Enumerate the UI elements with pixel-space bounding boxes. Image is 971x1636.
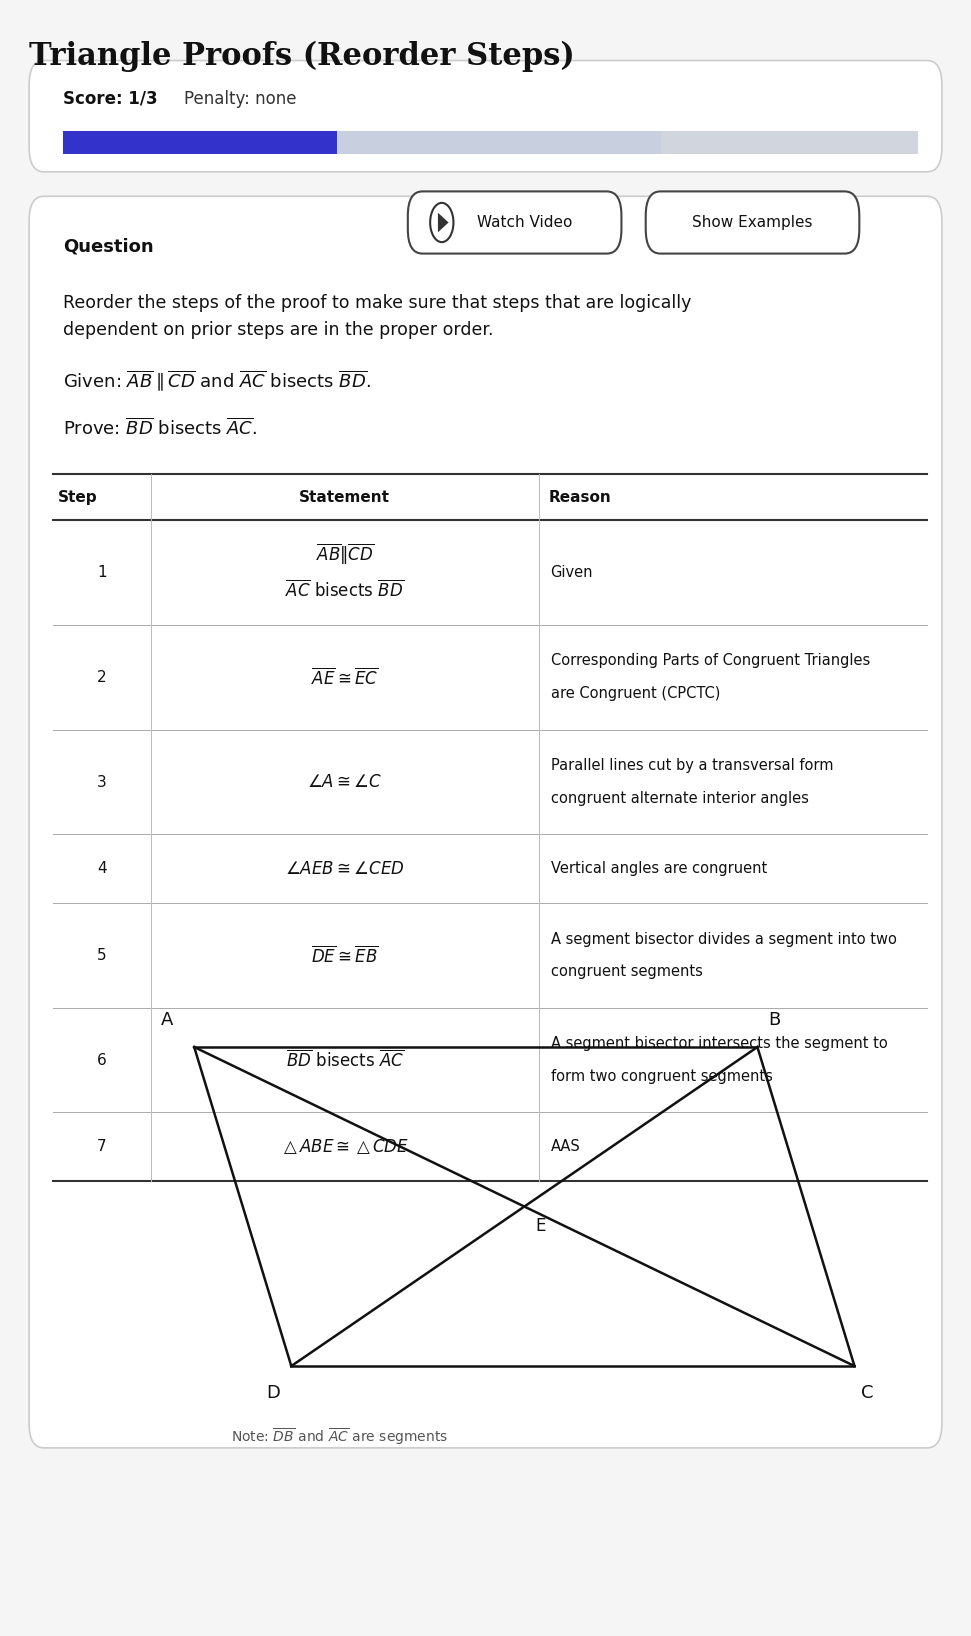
Text: Watch Video: Watch Video — [477, 214, 572, 231]
FancyBboxPatch shape — [29, 196, 942, 1448]
Text: form two congruent segments: form two congruent segments — [551, 1068, 773, 1085]
Text: $\angle AEB \cong \angle CED$: $\angle AEB \cong \angle CED$ — [285, 859, 405, 879]
Bar — [337, 131, 661, 154]
Text: $\triangle ABE \cong \triangle CDE$: $\triangle ABE \cong \triangle CDE$ — [281, 1137, 409, 1157]
FancyBboxPatch shape — [646, 191, 859, 254]
Text: Given: $\overline{AB} \parallel \overline{CD}$ and $\overline{AC}$ bisects $\ove: Given: $\overline{AB} \parallel \overlin… — [63, 368, 371, 393]
FancyBboxPatch shape — [408, 191, 621, 254]
Text: D: D — [267, 1384, 281, 1402]
Text: $\overline{AE} \cong \overline{EC}$: $\overline{AE} \cong \overline{EC}$ — [311, 667, 379, 687]
Polygon shape — [438, 213, 449, 232]
Text: Prove: $\overline{BD}$ bisects $\overline{AC}$.: Prove: $\overline{BD}$ bisects $\overlin… — [63, 417, 257, 438]
Text: Given: Given — [551, 564, 593, 581]
Text: $\overline{DE} \cong \overline{EB}$: $\overline{DE} \cong \overline{EB}$ — [311, 946, 379, 965]
Text: B: B — [768, 1011, 781, 1029]
Text: 2: 2 — [97, 669, 107, 685]
Text: Triangle Proofs (Reorder Steps): Triangle Proofs (Reorder Steps) — [29, 41, 575, 72]
Text: Show Examples: Show Examples — [692, 214, 813, 231]
Bar — [63, 131, 337, 154]
Text: 6: 6 — [97, 1052, 107, 1068]
Text: 1: 1 — [97, 564, 107, 581]
Text: Penalty: none: Penalty: none — [184, 90, 297, 108]
Text: C: C — [861, 1384, 873, 1402]
Text: Step: Step — [58, 489, 98, 506]
Text: Vertical angles are congruent: Vertical angles are congruent — [551, 861, 767, 877]
Text: $\angle A \cong \angle C$: $\angle A \cong \angle C$ — [307, 772, 383, 792]
FancyBboxPatch shape — [29, 61, 942, 172]
Text: Score: 1/3: Score: 1/3 — [63, 90, 157, 108]
Text: Note: $\overline{DB}$ and $\overline{AC}$ are segments: Note: $\overline{DB}$ and $\overline{AC}… — [231, 1427, 449, 1446]
Text: 7: 7 — [97, 1139, 107, 1155]
Text: $\overline{AB} \| \overline{CD}$: $\overline{AB} \| \overline{CD}$ — [316, 542, 374, 568]
Text: A: A — [160, 1011, 173, 1029]
Text: Statement: Statement — [299, 489, 390, 506]
Text: AAS: AAS — [551, 1139, 581, 1155]
Text: Corresponding Parts of Congruent Triangles: Corresponding Parts of Congruent Triangl… — [551, 653, 870, 669]
Text: are Congruent (CPCTC): are Congruent (CPCTC) — [551, 685, 720, 702]
Text: Parallel lines cut by a transversal form: Parallel lines cut by a transversal form — [551, 757, 833, 774]
Text: E: E — [535, 1217, 546, 1235]
Bar — [63, 131, 918, 154]
Text: $\overline{BD}$ bisects $\overline{AC}$: $\overline{BD}$ bisects $\overline{AC}$ — [285, 1050, 404, 1070]
Text: congruent alternate interior angles: congruent alternate interior angles — [551, 790, 809, 807]
Text: congruent segments: congruent segments — [551, 964, 702, 980]
Text: Reason: Reason — [549, 489, 612, 506]
Text: Reorder the steps of the proof to make sure that steps that are logically
depend: Reorder the steps of the proof to make s… — [63, 294, 691, 339]
Text: A segment bisector divides a segment into two: A segment bisector divides a segment int… — [551, 931, 896, 947]
Text: $\overline{AC}$ bisects $\overline{BD}$: $\overline{AC}$ bisects $\overline{BD}$ — [285, 581, 404, 600]
Text: Question: Question — [63, 237, 153, 255]
Text: 4: 4 — [97, 861, 107, 877]
Text: A segment bisector intersects the segment to: A segment bisector intersects the segmen… — [551, 1036, 887, 1052]
Text: 5: 5 — [97, 947, 107, 964]
Text: 3: 3 — [97, 774, 107, 790]
